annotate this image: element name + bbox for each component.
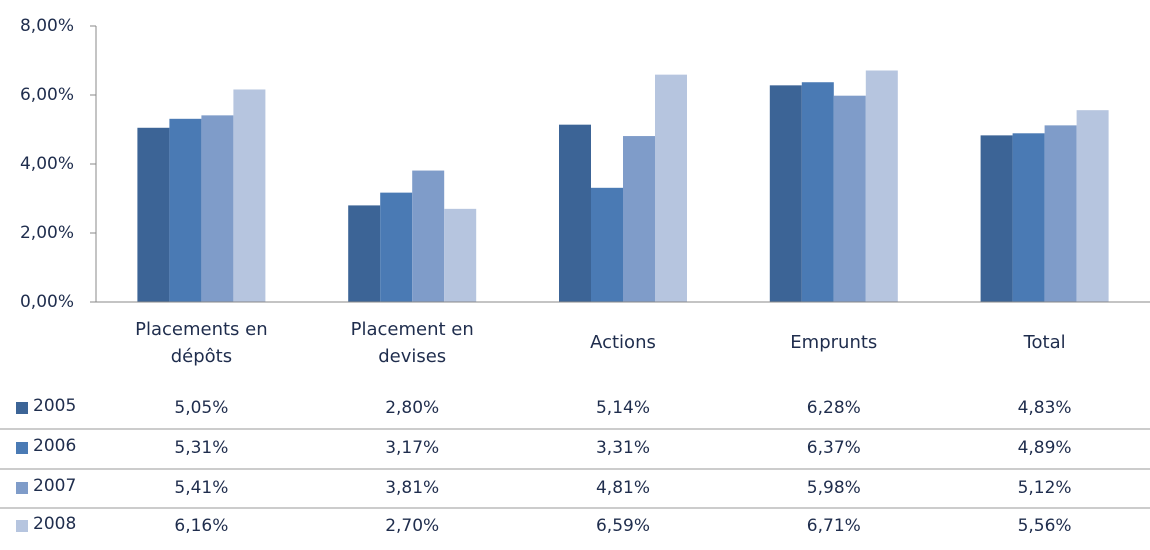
- value-label: 6,28%: [807, 398, 861, 418]
- value-label: 3,17%: [385, 438, 439, 458]
- bar: [865, 70, 898, 302]
- bar: [137, 127, 170, 303]
- y-tick-label: 6,00%: [20, 85, 74, 105]
- y-tick-label: 0,00%: [20, 292, 74, 312]
- bar: [380, 192, 413, 302]
- value-label: 5,41%: [174, 478, 228, 498]
- value-label: 4,83%: [1018, 398, 1072, 418]
- value-label: 4,81%: [596, 478, 650, 498]
- value-label: 5,12%: [1018, 478, 1072, 498]
- x-tick-label: Placement en devises: [350, 319, 474, 367]
- x-tick-label: Placements en dépôts: [135, 319, 268, 367]
- bar: [1076, 110, 1109, 303]
- value-label: 6,71%: [807, 516, 861, 536]
- bar: [444, 208, 477, 302]
- bar: [1044, 125, 1077, 302]
- legend-key: [16, 482, 28, 494]
- bar: [201, 115, 234, 302]
- value-label: 5,98%: [807, 478, 861, 498]
- bar: [769, 85, 802, 302]
- bar: [1012, 133, 1045, 302]
- x-tick-label: Emprunts: [790, 332, 878, 353]
- value-label: 6,59%: [596, 516, 650, 536]
- value-label: 5,31%: [174, 438, 228, 458]
- y-tick-label: 2,00%: [20, 223, 74, 243]
- value-label: 5,05%: [174, 398, 228, 418]
- bar: [833, 95, 866, 302]
- bar: [655, 74, 687, 303]
- value-label: 5,56%: [1018, 516, 1072, 536]
- bar: [623, 136, 655, 302]
- value-label: 2,70%: [385, 516, 439, 536]
- bar: [348, 205, 381, 302]
- bar: [233, 89, 266, 302]
- legend-key: [16, 402, 28, 414]
- y-tick-label: 8,00%: [20, 16, 74, 36]
- bar: [801, 82, 834, 302]
- bar: [980, 135, 1013, 302]
- value-label: 3,31%: [596, 438, 650, 458]
- value-label: 6,16%: [174, 516, 228, 536]
- legend-label: 2005: [33, 396, 76, 416]
- legend-label: 2008: [33, 514, 76, 534]
- x-tick-label: Actions: [590, 332, 656, 353]
- y-tick-label: 4,00%: [20, 154, 74, 174]
- value-label: 3,81%: [385, 478, 439, 498]
- value-label: 5,14%: [596, 398, 650, 418]
- legend-key: [16, 520, 28, 532]
- x-tick-label: Total: [1023, 332, 1066, 353]
- bar: [559, 124, 591, 302]
- value-label: 4,89%: [1018, 438, 1072, 458]
- value-label: 2,80%: [385, 398, 439, 418]
- legend-label: 2006: [33, 436, 76, 456]
- legend-key: [16, 442, 28, 454]
- bar: [169, 118, 202, 303]
- bar: [412, 170, 445, 302]
- legend-label: 2007: [33, 476, 76, 496]
- value-label: 6,37%: [807, 438, 861, 458]
- bar: [591, 187, 623, 302]
